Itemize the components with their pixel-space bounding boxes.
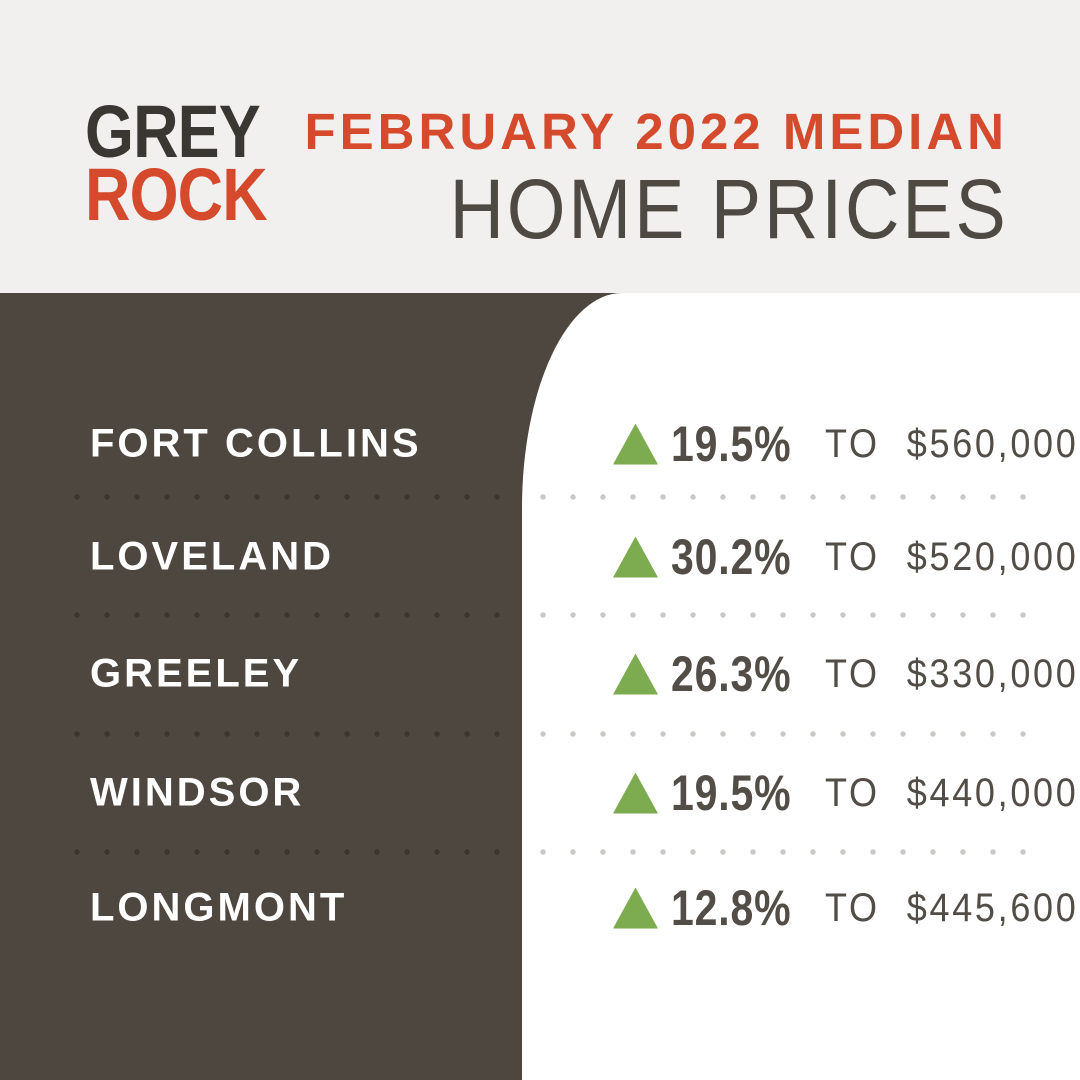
city-label: LONGMONT <box>90 885 348 930</box>
price-text: TO $330,000 <box>825 652 1079 697</box>
price-value: $440,000 <box>906 770 1079 815</box>
to-label: TO <box>825 421 880 466</box>
white-panel <box>522 293 1080 1080</box>
city-label: LOVELAND <box>90 534 334 579</box>
title-block: FEBRUARY 2022 MEDIAN HOME PRICES <box>305 106 1008 251</box>
percent-change: 30.2% <box>671 529 792 585</box>
price-value: $560,000 <box>906 421 1079 466</box>
separator-dots-on-brown <box>62 612 512 618</box>
price-value: $520,000 <box>906 534 1079 579</box>
to-label: TO <box>825 534 880 579</box>
percent-change: 26.3% <box>671 646 792 702</box>
separator-dots-on-brown <box>62 849 512 855</box>
greyrock-logo: GREY ROCK <box>85 90 268 236</box>
to-label: TO <box>825 770 880 815</box>
logo-text-rock: ROCK <box>85 153 268 236</box>
city-label: GREELEY <box>90 651 303 696</box>
price-list-section <box>0 293 1080 1080</box>
title-eyebrow: FEBRUARY 2022 MEDIAN <box>304 103 1008 160</box>
separator-dots-on-white <box>528 731 1043 737</box>
row-values: 19.5% TO $440,000 <box>613 764 1080 822</box>
price-value: $445,600 <box>906 885 1079 930</box>
up-triangle-icon <box>613 653 658 695</box>
city-label: WINDSOR <box>90 770 305 815</box>
separator-dots-on-brown <box>62 494 512 500</box>
row-values: 19.5% TO $560,000 <box>613 415 1080 473</box>
row-values: 12.8% TO $445,600 <box>613 879 1080 937</box>
page-title: HOME PRICES <box>449 162 1008 256</box>
separator-dots-on-white <box>528 849 1043 855</box>
up-triangle-icon <box>613 772 658 814</box>
logo-text-grey: GREY <box>85 90 261 173</box>
separator-dots-on-white <box>528 612 1043 618</box>
up-triangle-icon <box>613 423 658 465</box>
table-row: FORT COLLINS 19.5% TO $560,000 <box>0 416 1080 472</box>
price-text: TO $440,000 <box>825 771 1079 816</box>
percent-change: 19.5% <box>671 765 792 821</box>
up-triangle-icon <box>613 887 658 929</box>
city-label: FORT COLLINS <box>90 421 422 466</box>
percent-change: 12.8% <box>671 880 792 936</box>
separator-dots-on-brown <box>62 731 512 737</box>
to-label: TO <box>825 651 880 696</box>
table-row: LOVELAND 30.2% TO $520,000 <box>0 529 1080 585</box>
table-row: WINDSOR 19.5% TO $440,000 <box>0 765 1080 821</box>
separator-dots-on-white <box>528 494 1043 500</box>
to-label: TO <box>825 885 880 930</box>
price-text: TO $520,000 <box>825 535 1079 580</box>
percent-change: 19.5% <box>671 416 792 472</box>
table-row: GREELEY 26.3% TO $330,000 <box>0 646 1080 702</box>
price-value: $330,000 <box>906 651 1079 696</box>
up-triangle-icon <box>613 536 658 578</box>
row-values: 26.3% TO $330,000 <box>613 645 1080 703</box>
row-values: 30.2% TO $520,000 <box>613 528 1080 586</box>
table-row: LONGMONT 12.8% TO $445,600 <box>0 880 1080 936</box>
price-text: TO $560,000 <box>825 422 1079 467</box>
price-text: TO $445,600 <box>825 886 1079 931</box>
